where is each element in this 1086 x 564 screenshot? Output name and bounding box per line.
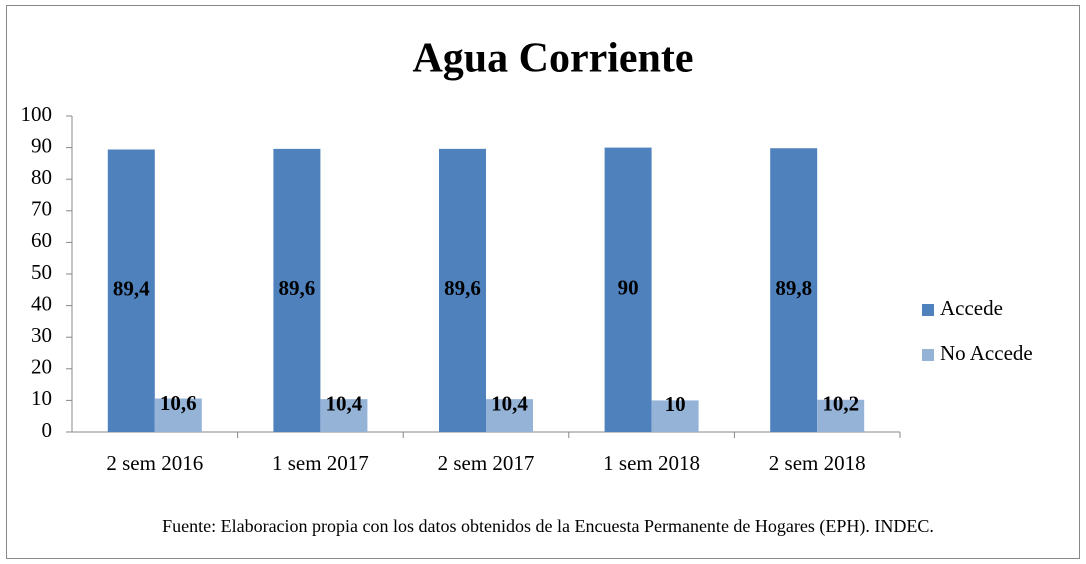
bar	[439, 148, 486, 432]
y-tick-label: 40	[31, 291, 52, 315]
value-label: 10,4	[326, 391, 363, 415]
x-tick-label: 2 sem 2018	[769, 451, 866, 475]
value-label: 90	[618, 276, 639, 300]
bar	[107, 149, 155, 432]
x-tick-label: 1 sem 2018	[603, 451, 700, 475]
value-label: 10,2	[822, 392, 859, 416]
chart-frame	[6, 5, 1080, 559]
bar	[486, 399, 533, 432]
legend-label: Accede	[940, 296, 1003, 320]
value-label: 10,6	[160, 391, 197, 415]
value-label: 89,4	[113, 277, 150, 301]
x-tick-label: 1 sem 2017	[272, 451, 369, 475]
y-tick-label: 100	[21, 102, 53, 126]
value-label: 89,8	[775, 276, 812, 300]
value-label: 89,6	[444, 276, 481, 300]
y-tick-label: 60	[31, 228, 52, 252]
chart-title: Agua Corriente	[412, 36, 693, 82]
y-tick-label: 30	[31, 323, 52, 347]
legend-swatch	[922, 349, 934, 361]
y-tick-label: 70	[31, 197, 52, 221]
x-tick-label: 2 sem 2017	[438, 451, 535, 475]
y-tick-label: 20	[31, 355, 52, 379]
value-label: 89,6	[279, 276, 316, 300]
bar	[273, 148, 321, 432]
bar	[154, 398, 202, 432]
y-tick-label: 80	[31, 165, 52, 189]
y-tick-label: 10	[31, 386, 52, 410]
source-note: Fuente: Elaboracion propia con los datos…	[162, 516, 934, 537]
value-label: 10	[665, 392, 686, 416]
bar	[651, 400, 699, 432]
y-tick-label: 90	[31, 133, 52, 157]
legend-label: No Accede	[940, 341, 1033, 365]
bar	[604, 147, 652, 432]
y-tick-label: 0	[42, 418, 53, 442]
bar	[770, 148, 818, 432]
x-tick-label: 2 sem 2016	[106, 451, 203, 475]
legend-swatch	[922, 304, 934, 316]
bar	[817, 399, 865, 432]
y-tick-label: 50	[31, 260, 52, 284]
bar	[320, 399, 368, 432]
value-label: 10,4	[491, 391, 528, 415]
